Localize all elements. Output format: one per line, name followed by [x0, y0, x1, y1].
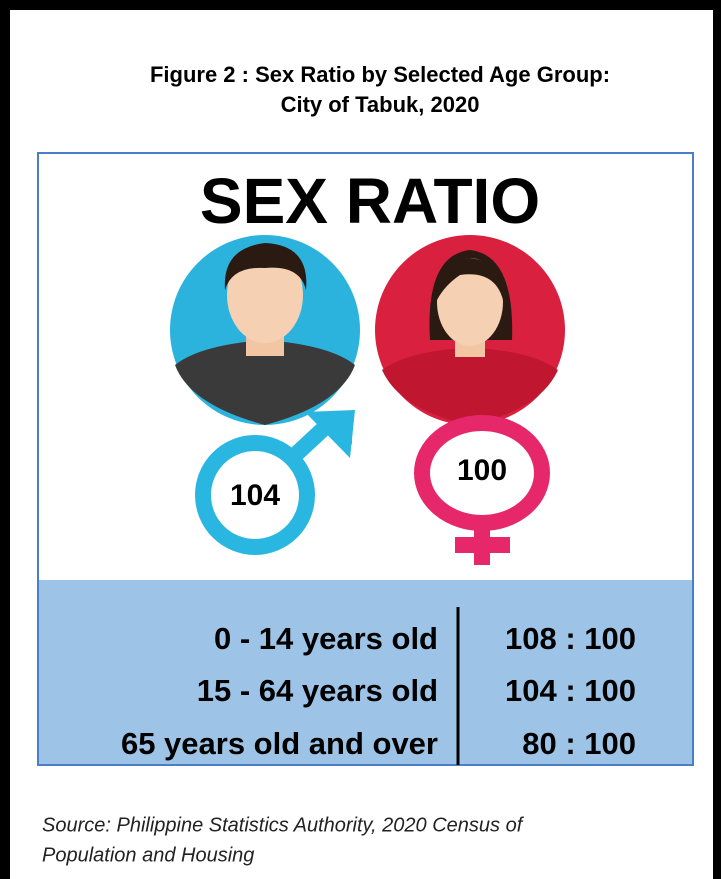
row-label: 15 - 64 years old — [197, 673, 438, 708]
row-label: 0 - 14 years old — [214, 621, 438, 656]
female-avatar — [375, 235, 565, 425]
male-avatar — [170, 235, 360, 425]
row-ratio: 104 : 100 — [505, 673, 636, 708]
frame-left — [0, 0, 10, 879]
frame-top — [0, 0, 721, 10]
page: Figure 2 : Sex Ratio by Selected Age Gro… — [0, 0, 721, 879]
row-ratio: 108 : 100 — [505, 621, 636, 656]
female-ratio: 100 — [457, 454, 507, 487]
source-line: Population and Housing — [42, 844, 254, 866]
source-line: Source: Philippine Statistics Authority,… — [42, 814, 525, 836]
title-line: City of Tabuk, 2020 — [281, 92, 480, 117]
row-ratio: 80 : 100 — [522, 726, 636, 761]
heading: SEX RATIO — [200, 165, 540, 237]
figure: Figure 2 : Sex Ratio by Selected Age Gro… — [0, 0, 721, 879]
title-line: Figure 2 : Sex Ratio by Selected Age Gro… — [150, 62, 610, 87]
male-ratio: 104 — [230, 479, 280, 512]
frame-right — [713, 0, 721, 879]
row-label: 65 years old and over — [121, 726, 438, 761]
